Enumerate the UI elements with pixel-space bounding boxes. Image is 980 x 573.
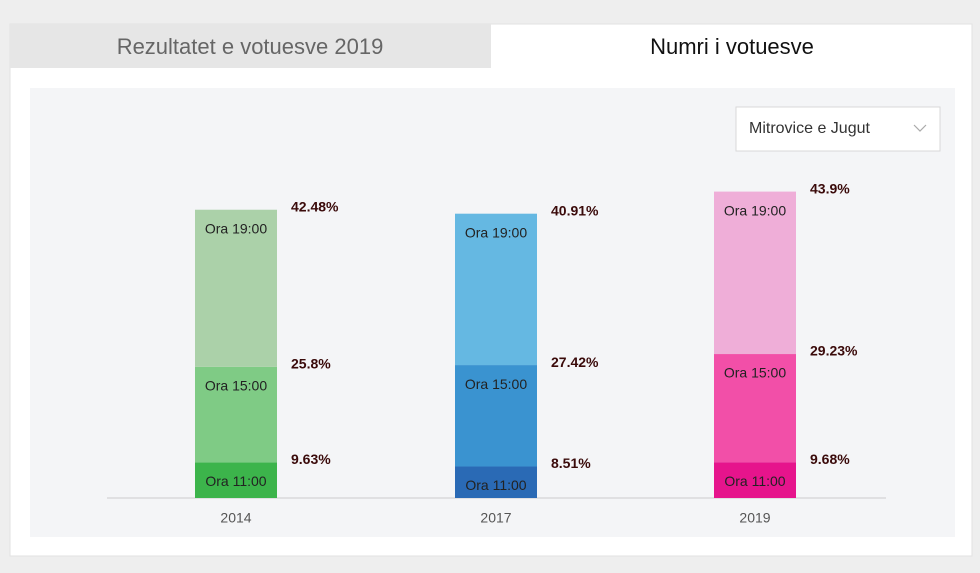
tab[interactable]: [10, 24, 491, 68]
x-tick-label: 2017: [480, 510, 511, 526]
segment-label: Ora 19:00: [465, 224, 527, 240]
segment-label: Ora 15:00: [205, 378, 267, 394]
segment-label: Ora 15:00: [465, 376, 527, 392]
value-label: 9.68%: [810, 451, 850, 467]
value-label: 9.63%: [291, 451, 331, 467]
segment-label: Ora 19:00: [724, 202, 786, 218]
segment-label: Ora 11:00: [205, 473, 266, 489]
value-label: 29.23%: [810, 343, 858, 359]
value-label: 25.8%: [291, 356, 331, 372]
tab-label[interactable]: Rezultatet e votuesve 2019: [117, 34, 384, 59]
bar-segment: [714, 354, 796, 463]
bar-segment: [455, 213, 537, 366]
value-label: 8.51%: [551, 455, 591, 471]
segment-label: Ora 11:00: [465, 477, 526, 493]
bar-segment: [714, 191, 796, 355]
x-tick-label: 2019: [739, 510, 770, 526]
segment-label: Ora 11:00: [724, 473, 785, 489]
dropdown-label[interactable]: Mitrovice e Jugut: [749, 120, 870, 137]
x-tick-label: 2014: [220, 510, 251, 526]
chevron: [913, 124, 927, 132]
segment-label: Ora 15:00: [724, 365, 786, 381]
bar-segment: [195, 209, 277, 367]
bar-segment: [195, 462, 277, 498]
dropdown[interactable]: [735, 106, 941, 152]
value-label: 42.48%: [291, 198, 339, 214]
tab-label[interactable]: Numri i votuesve: [650, 34, 814, 59]
bar-segment: [455, 466, 537, 498]
value-label: 43.9%: [810, 180, 850, 196]
bar-segment: [455, 365, 537, 467]
value-label: 27.42%: [551, 354, 599, 370]
value-label: 40.91%: [551, 202, 599, 218]
bar-segment: [714, 462, 796, 498]
segment-label: Ora 19:00: [205, 220, 267, 236]
bar-segment: [195, 366, 277, 463]
